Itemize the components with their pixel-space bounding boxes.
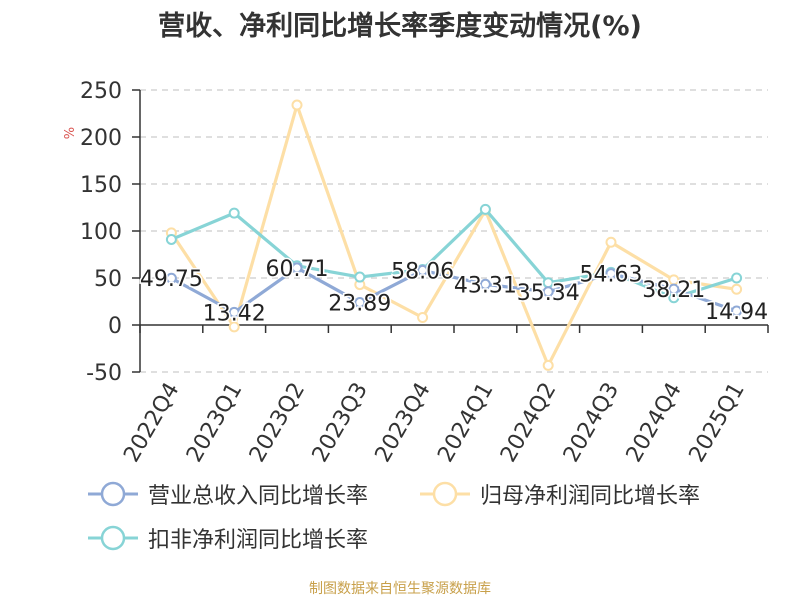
series-lines (165, 99, 743, 371)
data-point (731, 305, 743, 317)
data-label: 60.71 (266, 257, 329, 282)
x-tick-label: 2023Q4 (370, 378, 435, 466)
data-point (479, 278, 491, 290)
data-point (605, 236, 617, 248)
x-tick-label: 2023Q2 (245, 379, 310, 467)
data-point (228, 321, 240, 333)
data-point (165, 233, 177, 245)
y-tick-label: 200 (80, 126, 122, 151)
legend-marker-deducted-profit (88, 525, 138, 551)
data-point (417, 264, 429, 276)
y-tick-label: 0 (108, 314, 122, 339)
x-tick-label: 2023Q3 (308, 379, 373, 467)
data-label: 35.34 (517, 281, 580, 306)
y-tick-label: 250 (80, 79, 122, 104)
data-point (228, 207, 240, 219)
source-note: 制图数据来自恒生聚源数据库 (309, 581, 491, 597)
legend-item-net-profit[interactable]: 归母净利润同比增长率 (420, 478, 700, 510)
data-point (542, 286, 554, 298)
x-tick-label: 2024Q4 (622, 379, 687, 467)
x-tick-label: 2023Q1 (182, 379, 247, 467)
data-point (291, 99, 303, 111)
x-tick-label: 2024Q1 (433, 379, 498, 467)
x-tick-label: 2024Q3 (559, 379, 624, 467)
y-tick-label: -50 (86, 361, 122, 386)
data-point (291, 262, 303, 274)
legend-label-deducted-profit: 扣非净利润同比增长率 (148, 528, 369, 553)
legend-item-deducted-profit[interactable]: 扣非净利润同比增长率 (88, 522, 368, 554)
data-label: 58.06 (391, 259, 454, 284)
legend-marker-net-profit (420, 481, 470, 507)
data-label: 38.21 (642, 278, 705, 303)
data-label: 54.63 (580, 263, 643, 288)
y-tick-label: 100 (80, 220, 122, 245)
data-label: 23.89 (328, 292, 391, 317)
data-point (479, 203, 491, 215)
data-label: 43.31 (454, 273, 517, 298)
legend-item-revenue[interactable]: 营业总收入同比增长率 (88, 478, 368, 510)
legend-label-net-profit: 归母净利润同比增长率 (480, 484, 701, 509)
legend-label-revenue: 营业总收入同比增长率 (148, 484, 369, 509)
y-tick-label: 150 (80, 173, 122, 198)
data-point (668, 283, 680, 295)
y-axis-unit-label: % (63, 127, 78, 139)
series-line (170, 103, 737, 368)
series-line (170, 266, 738, 314)
data-point (354, 271, 366, 283)
data-point (731, 283, 743, 295)
data-point (354, 297, 366, 309)
x-tick-label: 2025Q1 (684, 379, 749, 467)
y-tick-label: 50 (94, 267, 122, 292)
data-label: 13.42 (203, 301, 266, 326)
data-point (417, 311, 429, 323)
series-line (170, 207, 738, 300)
data-point (542, 359, 554, 371)
chart-title: 营收、净利同比增长率季度变动情况(%) (158, 11, 642, 42)
data-label: 49.75 (140, 267, 203, 292)
legend-marker-revenue (88, 481, 138, 507)
data-point (605, 268, 617, 280)
data-point (228, 306, 240, 318)
data-label: 14.94 (705, 300, 768, 325)
x-tick-label: 2024Q2 (496, 379, 561, 467)
data-point (731, 272, 743, 284)
data-point (165, 272, 177, 284)
x-tick-label: 2022Q4 (119, 379, 184, 467)
